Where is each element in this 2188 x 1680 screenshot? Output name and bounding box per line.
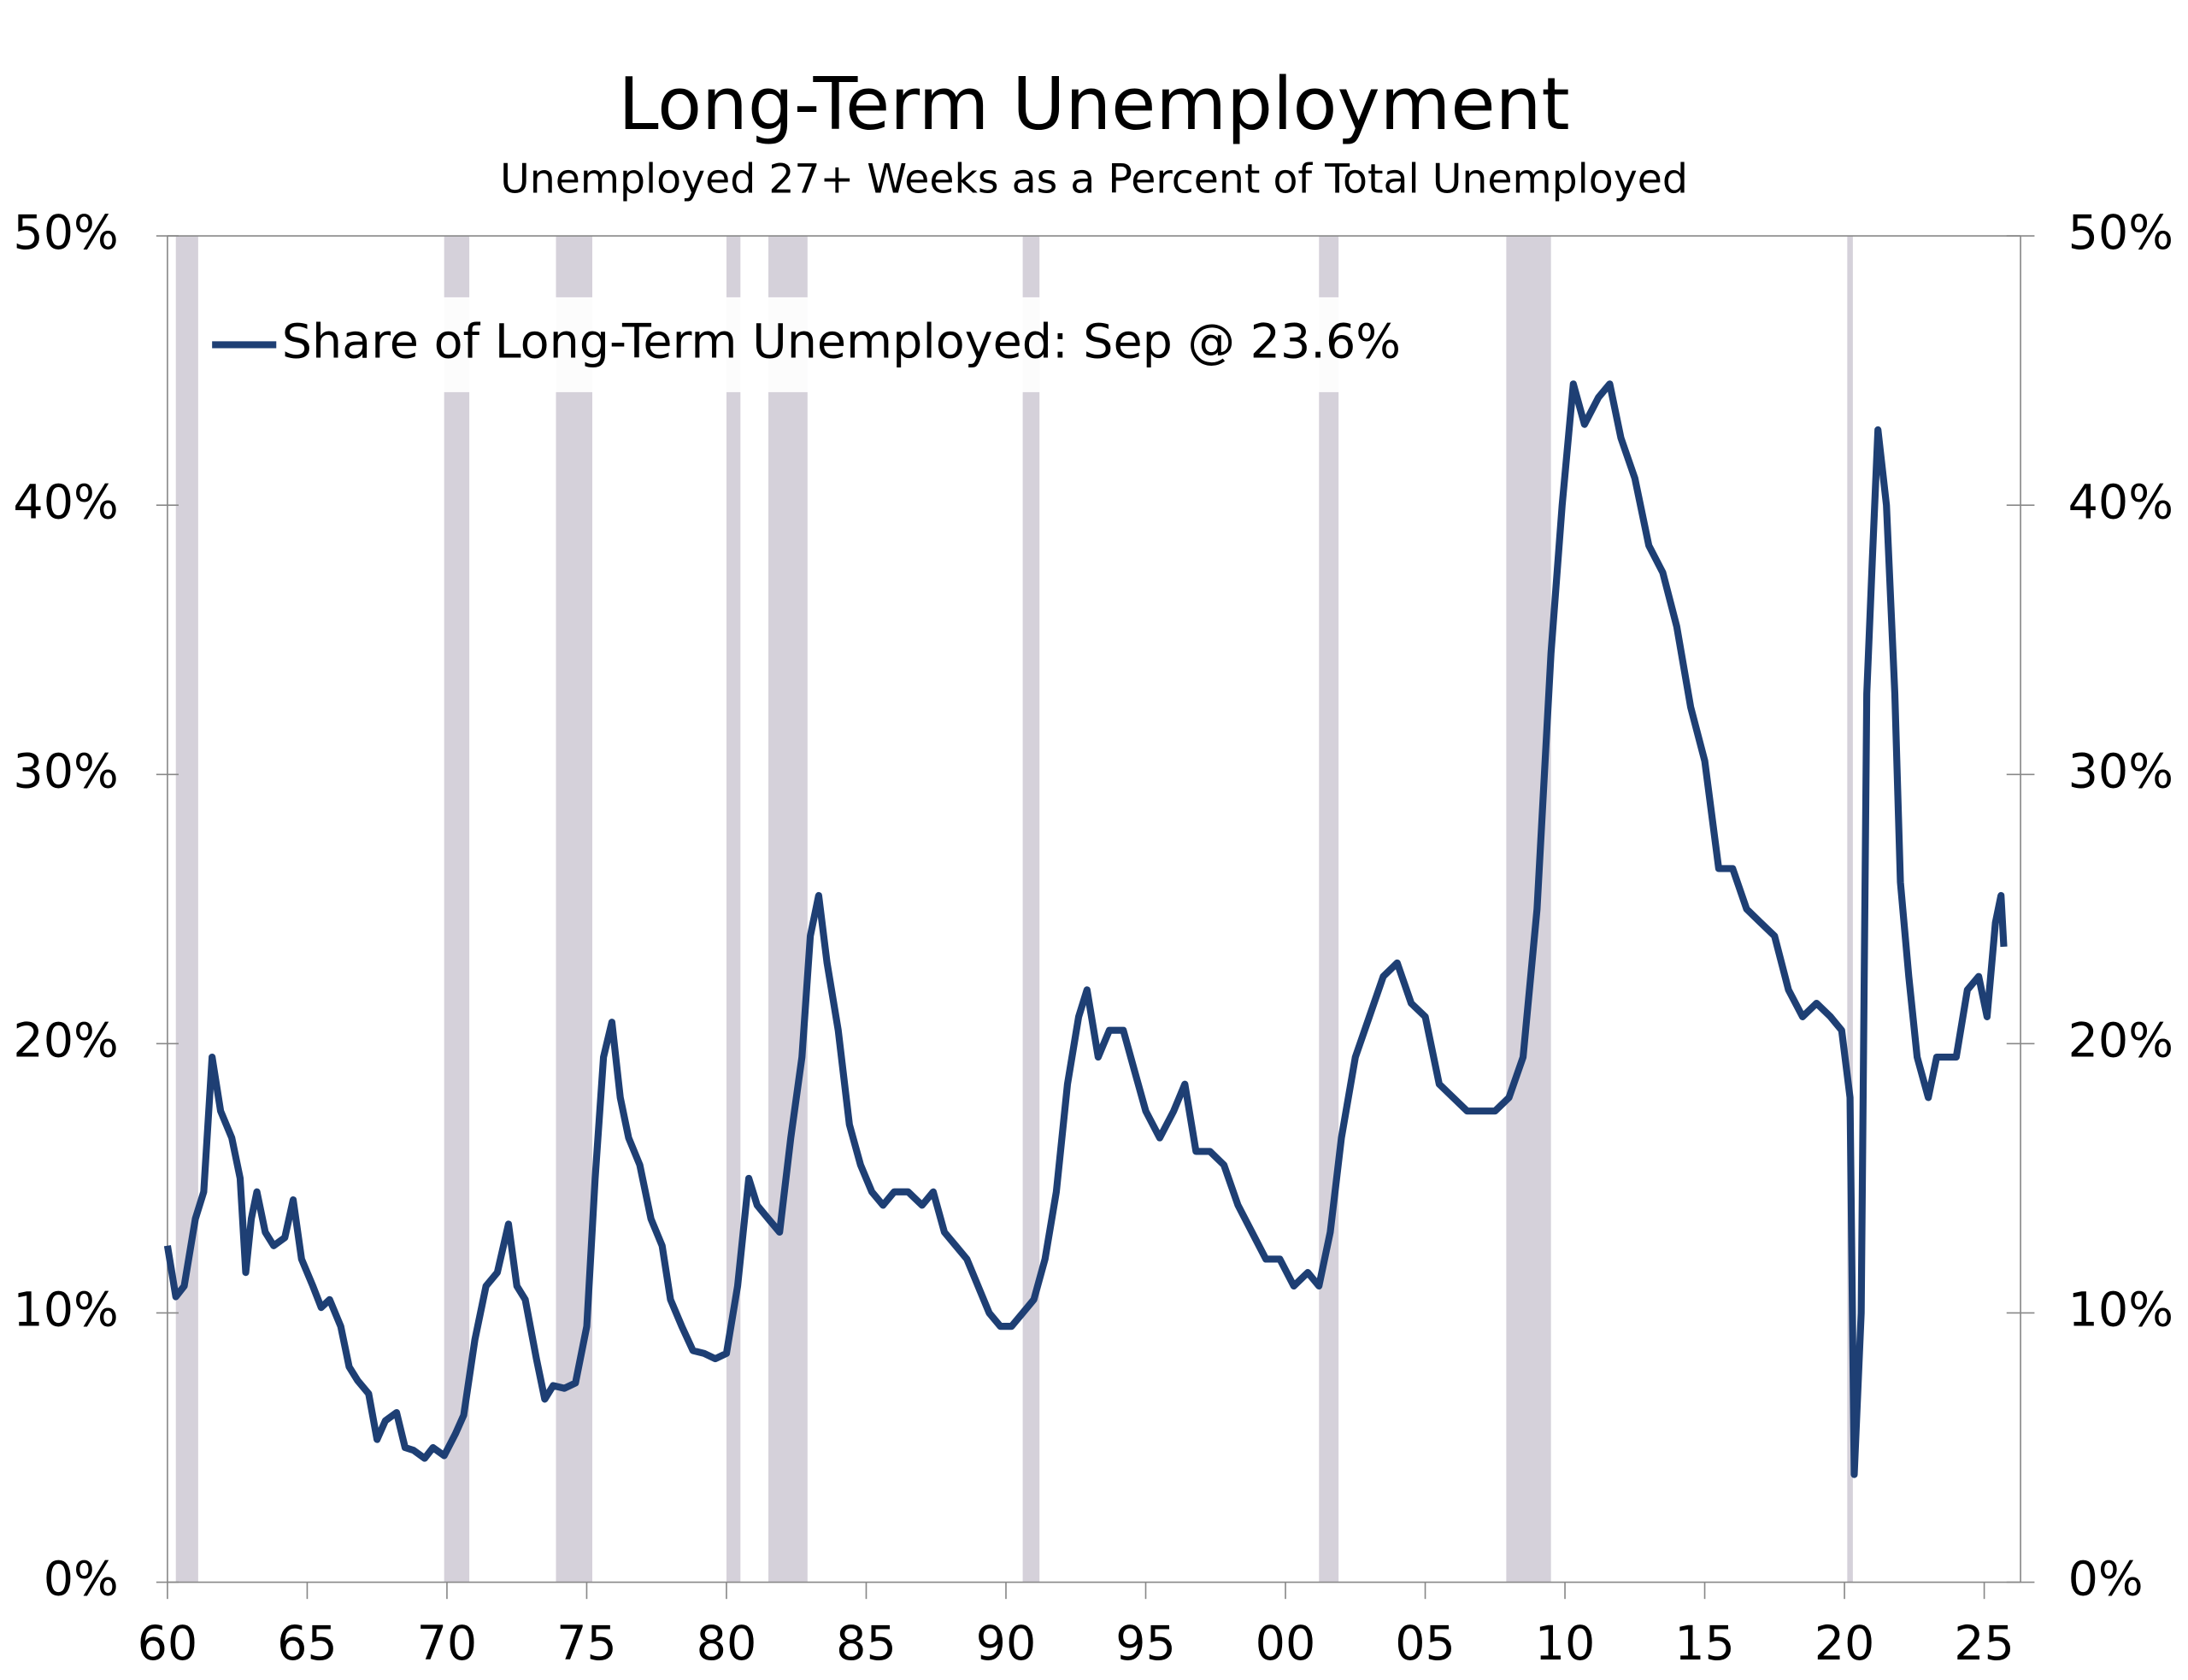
x-tick-label: 00 — [1256, 1616, 1316, 1671]
x-tick-label: 15 — [1674, 1616, 1735, 1671]
x-tick-label: 80 — [697, 1616, 757, 1671]
series-line — [163, 380, 2008, 1478]
recession-band — [1506, 236, 1551, 1583]
x-tick-label: 70 — [417, 1616, 478, 1671]
legend-box — [202, 297, 1488, 392]
x-tick-label: 75 — [556, 1616, 617, 1671]
x-tick-label: 85 — [836, 1616, 897, 1671]
chart-subtitle: Unemployed 27+ Weeks as a Percent of Tot… — [500, 156, 1688, 203]
recession-band — [175, 236, 198, 1583]
chart-title: Long-Term Unemployment — [618, 62, 1569, 147]
recession-band — [1319, 236, 1339, 1583]
x-tick-label: 95 — [1115, 1616, 1176, 1671]
y2-tick-label: 20% — [2068, 1013, 2173, 1069]
recession-band — [444, 236, 470, 1583]
x-tick-label: 25 — [1954, 1616, 2014, 1671]
y-tick-label: 0% — [44, 1552, 119, 1607]
y2-tick-label: 50% — [2068, 205, 2173, 261]
recession-band — [1022, 236, 1040, 1583]
y2-tick-label: 10% — [2068, 1283, 2173, 1338]
y2-tick-label: 40% — [2068, 474, 2173, 530]
legend-label: Share of Long-Term Unemployed: Sep @ 23.… — [282, 314, 1401, 370]
y-tick-label: 50% — [13, 205, 118, 261]
x-tick-label: 65 — [277, 1616, 338, 1671]
y2-tick-label: 0% — [2068, 1552, 2144, 1607]
x-tick-label: 05 — [1395, 1616, 1456, 1671]
recession-band — [768, 236, 808, 1583]
y-tick-label: 40% — [13, 474, 118, 530]
x-tick-label: 10 — [1535, 1616, 1596, 1671]
y-tick-label: 20% — [13, 1013, 118, 1069]
y-tick-label: 30% — [13, 743, 118, 799]
recession-band — [1847, 236, 1853, 1583]
y2-tick-label: 30% — [2068, 743, 2173, 799]
recession-band — [556, 236, 592, 1583]
x-tick-label: 90 — [976, 1616, 1037, 1671]
x-tick-label: 60 — [138, 1616, 198, 1671]
recession-band — [726, 236, 741, 1583]
y-tick-label: 10% — [13, 1283, 118, 1338]
x-tick-label: 20 — [1815, 1616, 1875, 1671]
